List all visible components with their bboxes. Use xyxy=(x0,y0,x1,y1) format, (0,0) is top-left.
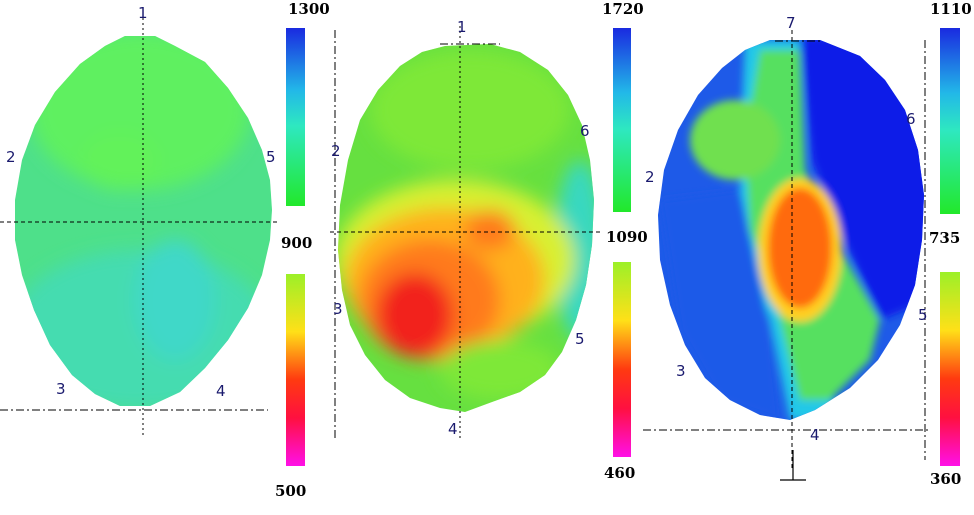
middle-marker-1: 1 xyxy=(457,18,467,36)
middle-marker-5: 5 xyxy=(575,330,585,348)
right-marker-6: 6 xyxy=(906,110,916,128)
middle-scale-min: 460 xyxy=(604,464,636,482)
middle-head-map xyxy=(330,26,600,438)
right-scale-mid: 735 xyxy=(929,229,961,247)
left-scale-mid: 900 xyxy=(281,234,313,252)
right-color-scale xyxy=(940,28,960,466)
right-marker-4: 4 xyxy=(810,426,820,444)
right-marker-5: 5 xyxy=(918,306,928,324)
left-marker-4: 4 xyxy=(216,382,226,400)
middle-scale-max: 1720 xyxy=(602,0,644,18)
left-marker-2: 2 xyxy=(6,148,16,166)
left-marker-3: 3 xyxy=(56,380,66,398)
right-head-map xyxy=(643,30,930,481)
middle-marker-2: 2 xyxy=(331,142,341,160)
middle-marker-6: 6 xyxy=(580,122,590,140)
middle-marker-4: 4 xyxy=(448,420,458,438)
middle-marker-3: 3 xyxy=(333,300,343,318)
left-marker-1: 1 xyxy=(138,4,148,22)
left-scale-min: 500 xyxy=(275,482,307,500)
left-color-scale xyxy=(286,28,305,466)
right-scale-max: 1110 xyxy=(930,0,972,18)
left-marker-5: 5 xyxy=(266,148,276,166)
left-head-map xyxy=(0,18,280,436)
left-scale-max: 1300 xyxy=(288,0,330,18)
middle-scale-mid: 1090 xyxy=(606,228,648,246)
middle-color-scale xyxy=(613,28,631,457)
right-marker-7: 7 xyxy=(786,14,796,32)
right-marker-3: 3 xyxy=(676,362,686,380)
right-marker-2: 2 xyxy=(645,168,655,186)
right-scale-min: 360 xyxy=(930,470,962,488)
